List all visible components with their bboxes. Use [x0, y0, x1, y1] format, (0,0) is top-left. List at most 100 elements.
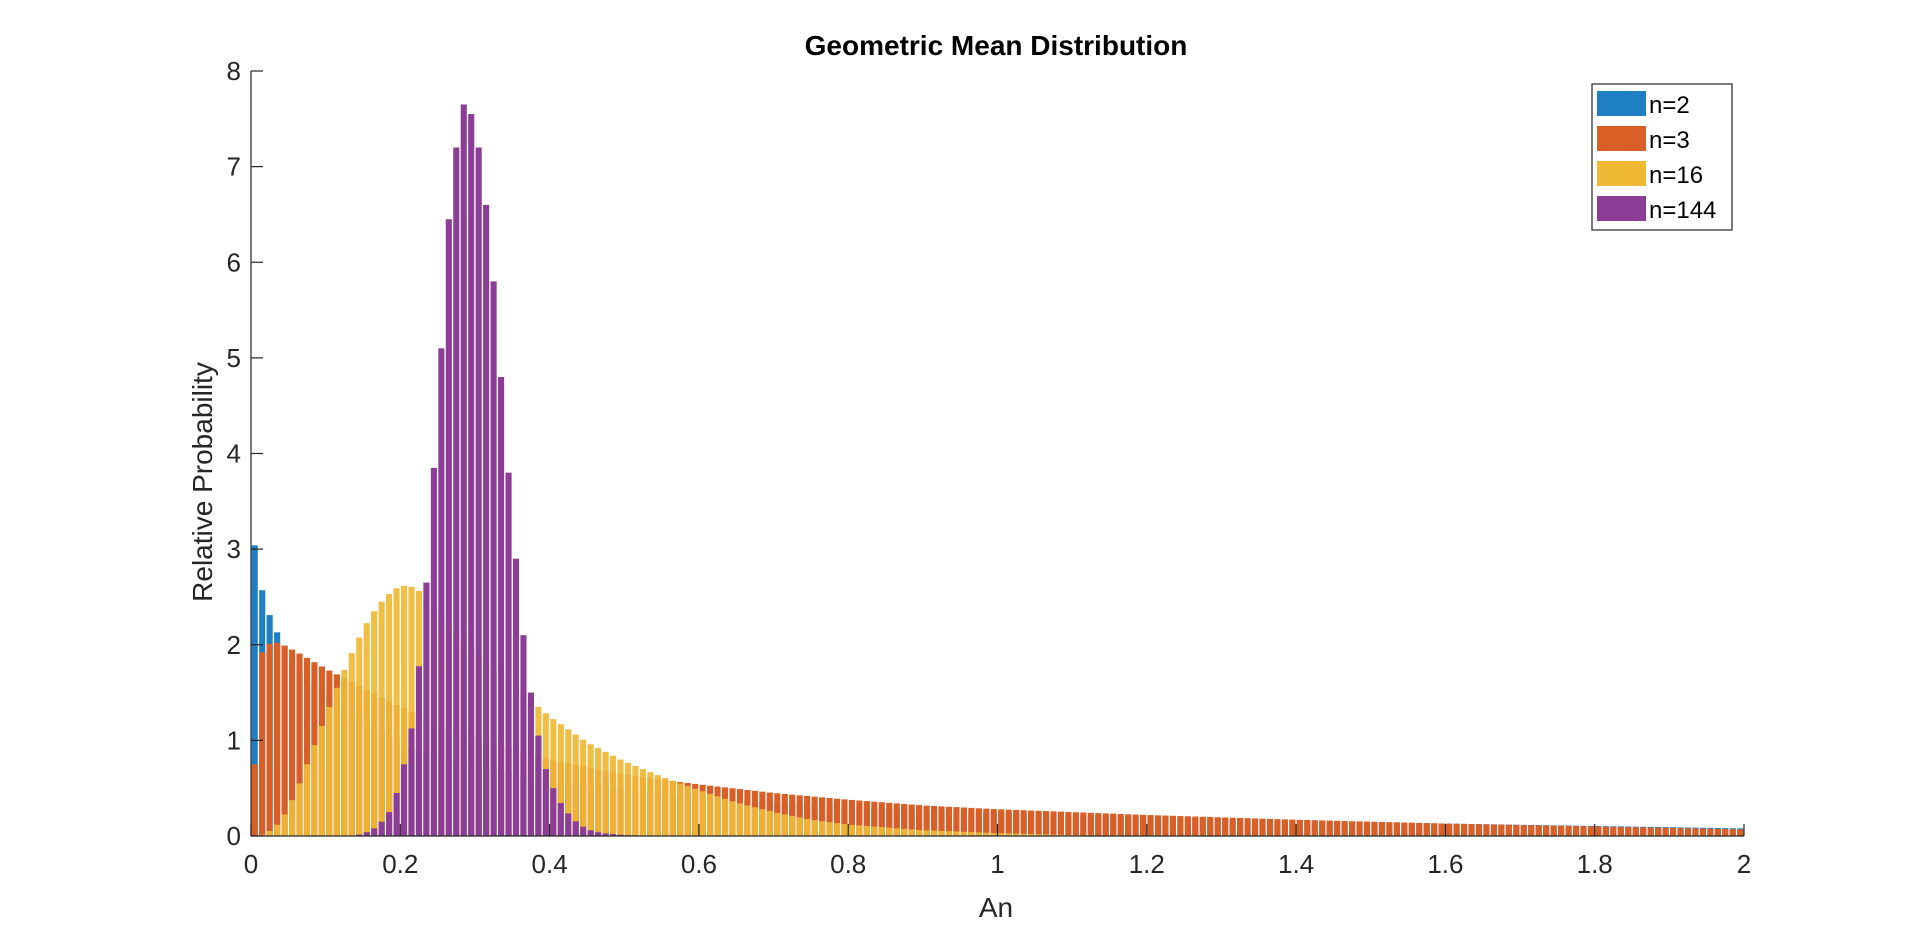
- bar: [326, 706, 333, 836]
- bar: [1632, 827, 1639, 836]
- bar: [609, 834, 617, 836]
- bar: [1207, 816, 1214, 836]
- bar: [356, 637, 363, 836]
- bar: [729, 801, 736, 836]
- bar: [1408, 822, 1415, 836]
- bar: [796, 795, 803, 836]
- bar: [1169, 815, 1176, 836]
- bar: [1214, 817, 1221, 836]
- bar: [468, 114, 475, 836]
- bar: [1535, 825, 1542, 836]
- legend-swatch: [1597, 91, 1646, 116]
- bar: [1461, 823, 1468, 836]
- bar: [595, 748, 602, 836]
- x-tick-label: 0.6: [681, 849, 717, 879]
- bar: [580, 826, 587, 836]
- bar: [841, 824, 848, 836]
- bar: [699, 791, 706, 836]
- bar: [251, 545, 258, 836]
- bar: [1446, 823, 1453, 836]
- bar: [595, 832, 602, 836]
- bar: [393, 588, 400, 836]
- bar: [557, 724, 564, 836]
- bar: [1505, 824, 1512, 836]
- bar: [1550, 825, 1557, 836]
- bar: [1684, 828, 1692, 836]
- bar: [1319, 820, 1326, 836]
- bar: [259, 652, 266, 836]
- bar: [878, 802, 885, 836]
- bar: [1475, 824, 1483, 836]
- y-tick-label: 8: [227, 56, 241, 86]
- bar: [1259, 818, 1266, 836]
- bar: [1192, 816, 1199, 836]
- bar: [1132, 814, 1139, 836]
- bar: [1050, 834, 1057, 836]
- bar: [796, 817, 803, 836]
- bar: [400, 585, 408, 836]
- bar: [998, 833, 1005, 836]
- bar: [303, 764, 311, 836]
- bar: [274, 642, 281, 836]
- bar: [453, 147, 460, 836]
- bar: [893, 828, 900, 836]
- bar: [1087, 812, 1094, 836]
- bar: [1580, 826, 1587, 836]
- bar: [378, 601, 385, 836]
- bar: [983, 808, 990, 836]
- bar: [371, 828, 378, 836]
- bar: [1125, 814, 1132, 836]
- bar: [1416, 822, 1423, 836]
- bar: [1655, 827, 1662, 836]
- bar: [654, 775, 661, 836]
- bar: [923, 805, 930, 836]
- bar: [281, 645, 288, 836]
- bar: [423, 582, 430, 836]
- bar: [356, 834, 363, 836]
- bar: [438, 348, 445, 836]
- bar: [1453, 823, 1460, 836]
- bar: [1184, 816, 1191, 836]
- bar: [1617, 826, 1624, 836]
- bar: [677, 783, 684, 836]
- bar: [886, 802, 893, 836]
- bar: [766, 811, 773, 836]
- bar: [1371, 821, 1378, 836]
- bar: [1065, 811, 1072, 836]
- bar: [975, 808, 982, 836]
- bar: [415, 666, 423, 836]
- bar: [1565, 825, 1572, 836]
- bar: [1289, 819, 1296, 836]
- bar: [1042, 834, 1050, 836]
- bar: [311, 745, 318, 836]
- bar: [542, 769, 549, 836]
- bar: [1341, 820, 1348, 836]
- bar: [923, 830, 930, 836]
- bar: [303, 657, 311, 836]
- bar: [1050, 811, 1057, 836]
- bar: [938, 830, 945, 836]
- bar: [1020, 810, 1027, 836]
- bar: [863, 801, 870, 836]
- bar: [908, 829, 915, 836]
- bar: [1468, 824, 1475, 836]
- x-tick-label: 1.4: [1278, 849, 1314, 879]
- bar: [363, 832, 370, 836]
- bar: [1520, 825, 1527, 836]
- bar: [1572, 826, 1580, 836]
- bar: [1013, 809, 1020, 836]
- bar: [1334, 820, 1341, 836]
- bar: [1251, 818, 1259, 836]
- x-tick-label: 2: [1737, 849, 1751, 879]
- bar: [901, 828, 908, 836]
- bar: [557, 803, 564, 836]
- bar: [274, 824, 281, 836]
- bar: [281, 814, 288, 836]
- legend-label: n=3: [1649, 127, 1690, 154]
- bar: [1662, 827, 1669, 836]
- y-tick-label: 5: [227, 343, 241, 373]
- bar: [565, 813, 572, 836]
- bar: [378, 821, 385, 836]
- x-axis-label: An: [979, 892, 1013, 923]
